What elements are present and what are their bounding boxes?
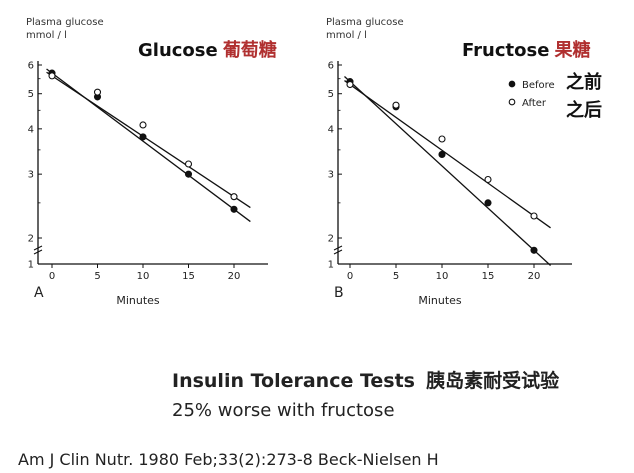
chart-b-xtick-label: 20 bbox=[528, 271, 541, 282]
chart-a-xtick-label: 5 bbox=[94, 271, 100, 282]
chart-b-ylabel-line2: mmol / l bbox=[326, 30, 367, 41]
chart-b-ytick-label: 6 bbox=[328, 61, 334, 72]
chart-b-xtick-label: 10 bbox=[436, 271, 449, 282]
chart-a-xtick-label: 15 bbox=[182, 271, 195, 282]
chart-b-series-after-point bbox=[530, 212, 538, 220]
chart-b-xtick-label: 15 bbox=[482, 271, 495, 282]
legend-before-cn: 之前 bbox=[566, 72, 602, 93]
chart-a-ytick-label: 6 bbox=[28, 61, 34, 72]
chart-a-title-en: Glucose bbox=[138, 40, 218, 61]
chart-a-series-after-line bbox=[46, 71, 251, 209]
chart-b-xtick-label: 5 bbox=[393, 271, 399, 282]
chart-b-xlabel: Minutes bbox=[418, 294, 462, 307]
caption-subtitle: 25% worse with fructose bbox=[172, 400, 395, 421]
chart-b-panel-label: B bbox=[334, 285, 344, 301]
chart-b-title-en: Fructose bbox=[462, 40, 550, 61]
chart-a-title-cn: 葡萄糖 bbox=[222, 40, 277, 61]
chart-a-ytick-label: 2 bbox=[28, 234, 34, 245]
chart-b-title: Fructose 果糖 bbox=[462, 36, 591, 62]
caption-title: Insulin Tolerance Tests 胰岛素耐受试验 bbox=[172, 366, 559, 393]
chart-a-xtick-label: 10 bbox=[137, 271, 150, 282]
caption-title-en: Insulin Tolerance Tests bbox=[172, 370, 415, 392]
citation: Am J Clin Nutr. 1980 Feb;33(2):273-8 Bec… bbox=[18, 450, 439, 469]
chart-a-y-axis-break bbox=[33, 245, 43, 255]
chart-a-series-after-point bbox=[184, 160, 193, 168]
chart-a-title: Glucose 葡萄糖 bbox=[138, 36, 277, 62]
chart-a-ytick-label: 5 bbox=[28, 89, 34, 100]
chart-a-xtick-label: 20 bbox=[228, 271, 241, 282]
chart-a-series-after-point bbox=[93, 88, 102, 96]
chart-b-ylabel-line1: Plasma glucose bbox=[326, 17, 404, 28]
chart-a-xlabel: Minutes bbox=[116, 294, 160, 307]
chart-a-ylabel: Plasma glucose mmol / l bbox=[26, 16, 104, 42]
chart-b-series-after-line bbox=[344, 80, 551, 229]
chart-b-series-before-point bbox=[484, 199, 492, 207]
chart-b-series-after-point bbox=[484, 175, 492, 184]
chart-b: 1 2 3 4 5 6 0 5 10 15 20 Minutes B Before After bbox=[328, 61, 572, 307]
chart-a: 1 2 3 4 5 6 0 5 10 15 20 Minutes A bbox=[28, 61, 268, 307]
chart-b-series-before-point bbox=[530, 246, 538, 254]
chart-a-series-after-point bbox=[48, 72, 56, 80]
chart-b-ytick-label: 2 bbox=[328, 234, 334, 245]
chart-b-series-after-point bbox=[392, 101, 400, 109]
legend-after-cn: 之后 bbox=[566, 100, 602, 121]
chart-a-series-before-point bbox=[184, 170, 193, 178]
chart-b-legend-after-label: After bbox=[522, 98, 547, 109]
chart-b-legend-before-marker bbox=[508, 80, 516, 88]
chart-a-series-after-point bbox=[139, 121, 147, 129]
chart-a-ylabel-line1: Plasma glucose bbox=[26, 17, 104, 28]
chart-b-series-after-point bbox=[346, 80, 354, 89]
chart-b-xtick-label: 0 bbox=[347, 271, 353, 282]
chart-a-series-before-point bbox=[230, 205, 238, 213]
chart-b-ytick-label: 5 bbox=[328, 89, 334, 100]
chart-a-series-after-point bbox=[230, 193, 238, 201]
chart-a-xtick-label: 0 bbox=[49, 271, 55, 282]
chart-b-legend-before-label: Before bbox=[522, 80, 555, 91]
caption-title-cn: 胰岛素耐受试验 bbox=[426, 370, 560, 392]
chart-b-ytick-label: 1 bbox=[328, 260, 334, 271]
chart-a-ytick-label: 1 bbox=[28, 260, 34, 271]
chart-a-ytick-label: 3 bbox=[28, 170, 34, 181]
chart-b-legend-after-marker bbox=[508, 98, 516, 106]
chart-b-y-axis-break bbox=[333, 245, 343, 255]
chart-a-ytick-label: 4 bbox=[28, 124, 34, 135]
chart-a-panel-label: A bbox=[34, 285, 44, 301]
chart-b-ytick-label: 4 bbox=[328, 124, 334, 135]
chart-a-ylabel-line2: mmol / l bbox=[26, 30, 67, 41]
chart-b-ylabel: Plasma glucose mmol / l bbox=[326, 16, 404, 42]
chart-b-ytick-label: 3 bbox=[328, 170, 334, 181]
chart-b-series-before-line bbox=[344, 76, 551, 266]
chart-b-title-cn: 果糖 bbox=[554, 40, 591, 61]
chart-b-series-before-point bbox=[438, 150, 446, 158]
chart-b-series-after-point bbox=[438, 135, 446, 143]
